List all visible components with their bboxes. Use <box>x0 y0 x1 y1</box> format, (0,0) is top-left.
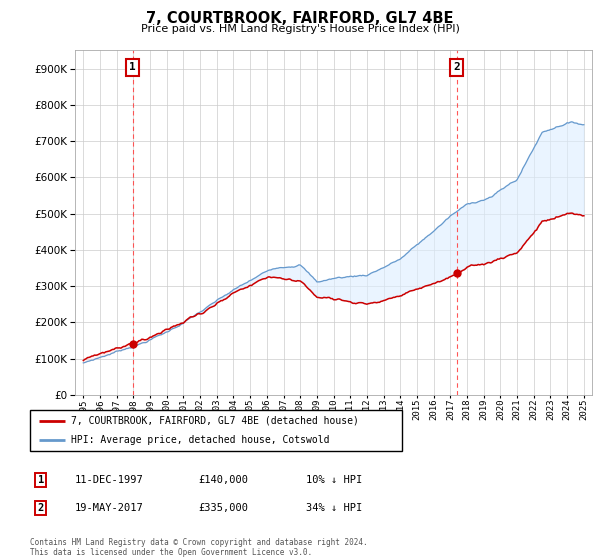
Text: 11-DEC-1997: 11-DEC-1997 <box>75 475 144 485</box>
Text: £140,000: £140,000 <box>198 475 248 485</box>
Text: 1: 1 <box>129 63 136 72</box>
Text: 7, COURTBROOK, FAIRFORD, GL7 4BE: 7, COURTBROOK, FAIRFORD, GL7 4BE <box>146 11 454 26</box>
Text: 34% ↓ HPI: 34% ↓ HPI <box>306 503 362 513</box>
Text: 2: 2 <box>454 63 460 72</box>
Text: 2: 2 <box>38 503 44 513</box>
Text: £335,000: £335,000 <box>198 503 248 513</box>
Text: 19-MAY-2017: 19-MAY-2017 <box>75 503 144 513</box>
Text: Contains HM Land Registry data © Crown copyright and database right 2024.
This d: Contains HM Land Registry data © Crown c… <box>30 538 368 557</box>
Text: 10% ↓ HPI: 10% ↓ HPI <box>306 475 362 485</box>
Text: 1: 1 <box>38 475 44 485</box>
Text: 7, COURTBROOK, FAIRFORD, GL7 4BE (detached house): 7, COURTBROOK, FAIRFORD, GL7 4BE (detach… <box>71 416 359 426</box>
Text: Price paid vs. HM Land Registry's House Price Index (HPI): Price paid vs. HM Land Registry's House … <box>140 24 460 34</box>
Text: HPI: Average price, detached house, Cotswold: HPI: Average price, detached house, Cots… <box>71 435 329 445</box>
